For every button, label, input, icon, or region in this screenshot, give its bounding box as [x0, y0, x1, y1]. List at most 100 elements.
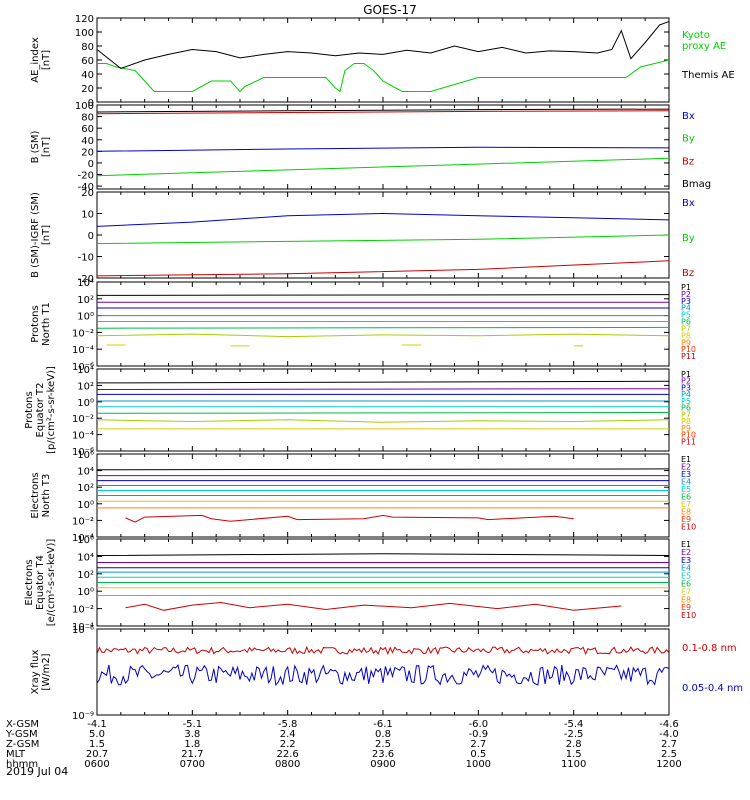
legend-label: P5 — [681, 311, 691, 320]
series-line-p7 — [97, 419, 669, 423]
y-tick-label: 10⁰ — [77, 398, 94, 409]
y-tick-label: 10⁻⁴ — [72, 533, 94, 544]
series-line-0108nm — [97, 645, 669, 656]
y-axis-label: B (SM)[nT] — [30, 130, 52, 163]
orbit-row-label: Z-GSM — [6, 739, 39, 750]
legend-label: P7 — [681, 410, 691, 419]
y-tick-label: 20 — [81, 188, 94, 199]
series-line-p6 — [97, 326, 669, 329]
legend-label: P9 — [681, 338, 691, 347]
y-tick-label: 100 — [75, 101, 94, 112]
y-tick-label: 10⁻⁴ — [72, 345, 94, 356]
y-tick-label: 10⁻⁴ — [72, 431, 94, 442]
orbit-value: 0.5 — [470, 749, 486, 760]
orbit-value: 1.5 — [89, 739, 105, 750]
orbit-value: -6.0 — [469, 719, 489, 730]
panel-8: 10⁻⁹ 10⁻⁶ Xray flux[W/m2] 0.1-0.8 nm 0.05-0.… — [30, 625, 743, 722]
y-tick-label: 80 — [81, 42, 94, 53]
series-line-by — [97, 157, 669, 177]
panel-3: -20 -10 0 10 20 B (SM)-IGRF (SM)[nT] Bx By Bz — [30, 188, 695, 285]
legend-label: Bx — [682, 111, 695, 122]
orbit-value: -5.8 — [278, 719, 298, 730]
y-tick-label: 10² — [77, 570, 94, 581]
orbit-value: -4.1 — [87, 719, 107, 730]
series-line-bx — [97, 212, 669, 227]
y-tick-label: 10⁻² — [72, 414, 94, 425]
y-tick-label: 10⁴ — [77, 552, 94, 563]
orbit-row-label: MLT — [6, 749, 26, 760]
y-tick-label: -20 — [78, 274, 94, 285]
y-tick-label: 10⁶ — [77, 535, 94, 546]
legend-label: P9 — [681, 424, 691, 433]
legend-label: By — [682, 134, 695, 145]
legend-label: E2 — [681, 548, 691, 557]
y-tick-label: 10⁶ — [77, 450, 94, 461]
legend-label: E8 — [681, 508, 691, 517]
y-tick-label: -10 — [78, 253, 94, 264]
y-axis-label: ProtonsNorth T1 — [30, 302, 52, 346]
y-tick-label: 20 — [81, 147, 94, 158]
orbit-value: -2.5 — [564, 729, 584, 740]
orbit-value: 2.7 — [661, 739, 677, 750]
panel-frame — [96, 17, 670, 103]
orbit-value: -5.1 — [183, 719, 203, 730]
series-line-by — [97, 234, 669, 245]
orbit-value: 21.7 — [181, 749, 203, 760]
series-line-p1 — [97, 294, 669, 296]
orbit-value: 1000 — [466, 759, 491, 770]
series-line-e10 — [125, 601, 622, 611]
orbit-value: -4.6 — [659, 719, 679, 730]
y-tick-label: 0 — [88, 231, 94, 242]
orbit-value: 3.8 — [184, 729, 200, 740]
y-tick-label: 10⁻² — [72, 328, 94, 339]
y-axis-label: AE_index[nT] — [30, 37, 52, 83]
legend-label: P8 — [681, 331, 691, 340]
series-line-themisae — [97, 21, 669, 69]
orbit-row-label: X-GSM — [6, 719, 39, 730]
y-axis-label: Xray flux[W/m2] — [30, 650, 52, 695]
legend-label: P2 — [681, 377, 691, 386]
orbit-value: 1200 — [656, 759, 681, 770]
series-line-e1 — [97, 468, 669, 471]
legend-label: 0.1-0.8 nm — [682, 643, 737, 654]
panel-frame — [96, 104, 670, 190]
series-line-kyotoproxyae — [97, 59, 669, 93]
legend-label: Kyoto proxy AE — [682, 30, 726, 52]
y-tick-label: 10⁻⁶ — [72, 447, 94, 458]
series-line-00504nm — [97, 664, 669, 687]
legend-label: P4 — [681, 390, 691, 399]
legend-label: P11 — [681, 352, 696, 361]
panel-frame — [96, 628, 670, 716]
series-line-bz — [97, 260, 669, 277]
legend-label: P11 — [681, 437, 696, 446]
orbit-value: 2.2 — [280, 739, 296, 750]
y-tick-label: 10⁻⁶ — [72, 362, 94, 373]
orbit-value: 2.5 — [661, 749, 677, 760]
series-line-e10 — [125, 514, 574, 523]
legend-label: P7 — [681, 324, 691, 333]
orbit-value: 0900 — [370, 759, 395, 770]
legend-label: Bz — [682, 156, 694, 167]
legend-label: P10 — [681, 431, 696, 440]
orbit-row-label: hhmm — [6, 759, 38, 770]
y-axis-label: B (SM)-IGRF (SM)[nT] — [30, 192, 52, 278]
legend-label: By — [682, 233, 695, 244]
series-line-p2 — [97, 388, 669, 390]
legend-label: P6 — [681, 404, 691, 413]
orbit-value: -4.0 — [659, 729, 679, 740]
y-tick-label: -20 — [78, 171, 94, 182]
series-line-p6 — [97, 412, 669, 414]
orbit-value: 1.5 — [566, 749, 582, 760]
y-tick-label: 40 — [81, 136, 94, 147]
series-line-bx — [97, 146, 669, 152]
y-tick-label: 0 — [88, 159, 94, 170]
legend-label: E6 — [681, 580, 691, 589]
y-tick-label: 60 — [81, 124, 94, 135]
series-line-bz — [97, 110, 669, 115]
y-tick-label: 10⁴ — [77, 467, 94, 478]
legend-label: E4 — [681, 478, 691, 487]
